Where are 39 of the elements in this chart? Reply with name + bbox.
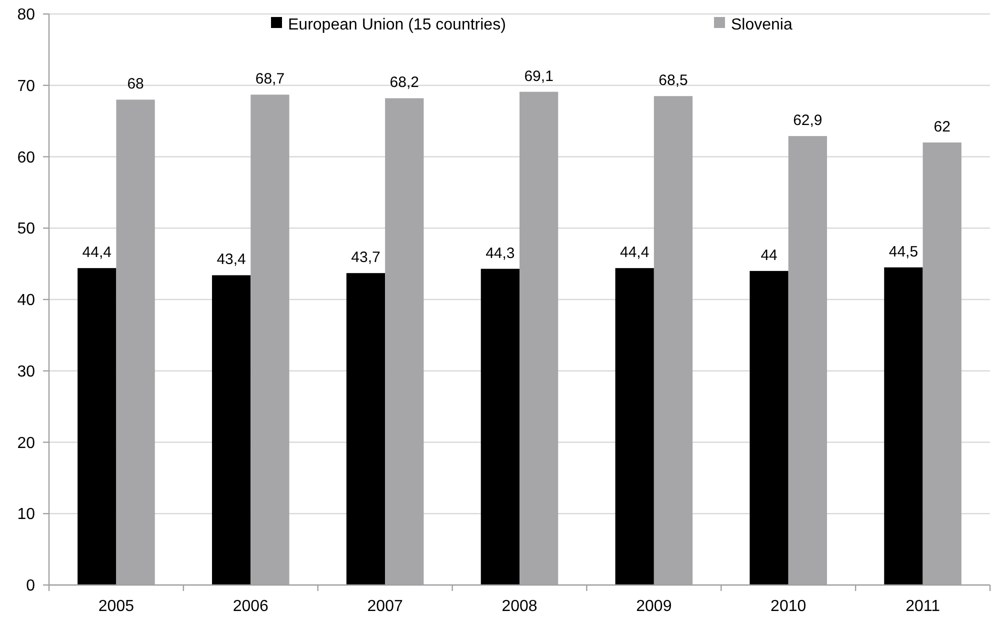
data-label: 68,2 (390, 74, 419, 92)
x-tick-label: 2011 (906, 598, 940, 615)
x-tick-label: 2010 (770, 598, 806, 615)
bar (480, 268, 520, 585)
bar (78, 268, 116, 585)
data-label: 68 (127, 76, 144, 93)
data-label: 68,5 (658, 72, 688, 90)
x-tick-label: 2005 (98, 598, 134, 615)
x-tick-label: 2006 (232, 598, 269, 615)
x-tick-label: 2008 (502, 598, 538, 615)
data-label: 43,7 (351, 249, 380, 266)
bar (884, 267, 923, 585)
data-label: 44,4 (82, 244, 112, 262)
y-tick-label: 0 (26, 578, 36, 595)
data-label: 68,7 (255, 70, 285, 88)
y-tick-label: 20 (17, 434, 36, 452)
y-tick-label: 80 (17, 6, 36, 24)
data-label: 62 (934, 118, 950, 136)
data-label: 69,1 (524, 68, 554, 85)
data-label: 62,9 (793, 112, 822, 130)
bar (212, 275, 251, 585)
legend-label: Slovenia (731, 16, 792, 34)
legend-label: European Union (15 countries) (288, 16, 506, 34)
y-tick-label: 70 (17, 78, 36, 95)
x-tick-label: 2007 (367, 598, 403, 615)
y-tick-label: 30 (17, 363, 36, 380)
data-label: 44,3 (486, 244, 515, 262)
y-tick-label: 50 (17, 220, 36, 238)
bar (750, 270, 788, 585)
data-label: 43,4 (216, 251, 246, 268)
y-tick-label: 10 (17, 506, 36, 524)
data-label: 44 (760, 246, 778, 264)
data-label: 44,5 (888, 243, 918, 260)
bar (346, 273, 386, 585)
x-tick-label: 2009 (636, 598, 672, 615)
data-label: 44,4 (620, 244, 650, 262)
bar (615, 268, 654, 585)
y-tick-label: 60 (17, 149, 36, 166)
y-tick-label: 40 (17, 292, 36, 310)
